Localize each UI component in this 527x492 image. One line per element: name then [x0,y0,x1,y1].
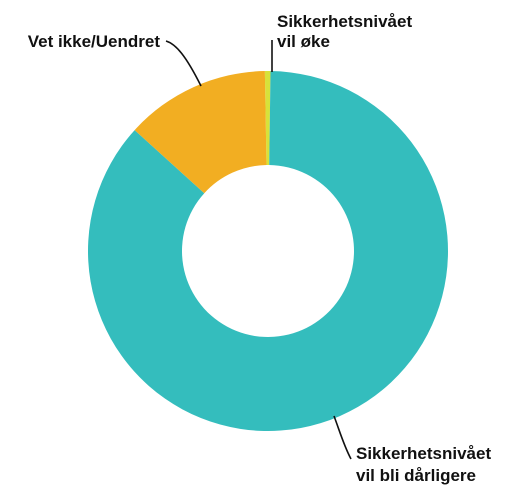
label-vil-bli-darligere-line-1: Sikkerhetsnivået [356,444,491,463]
slice-vil-oke [264,71,271,166]
leader-lines [165,40,352,460]
label-vil-bli-darligere-line-2: vil bli dårligere [356,466,476,485]
label-vil-oke: Sikkerhetsnivået vil øke [277,12,412,51]
label-vil-oke-line-2: vil øke [277,32,330,51]
label-vet-ikke-uendret: Vet ikke/Uendret [28,32,161,51]
slice-vet-ikke-uendret [134,71,267,194]
label-vet-ikke-uendret-line-1: Vet ikke/Uendret [28,32,161,51]
label-vil-bli-darligere: Sikkerhetsnivået vil bli dårligere [356,444,491,485]
label-vil-oke-line-1: Sikkerhetsnivået [277,12,412,31]
leader-vet-ikke-uendret [165,40,202,87]
leader-vil-bli-darligere [333,415,352,460]
donut-slices [88,71,449,431]
slice-vil-bli-darligere [88,71,449,431]
